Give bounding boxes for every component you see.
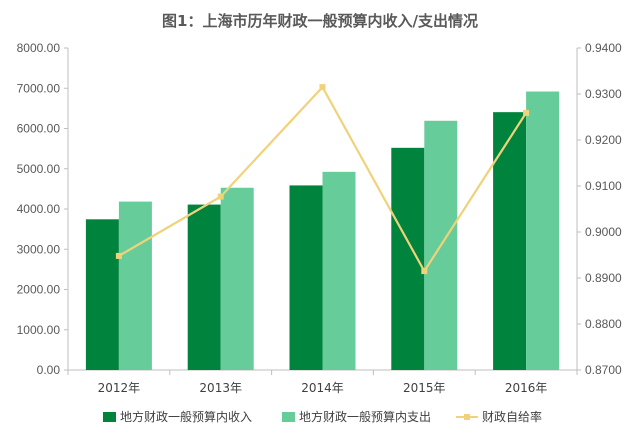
legend-swatch	[282, 412, 295, 422]
expenditure-bar	[322, 171, 356, 370]
ratio-point	[523, 109, 530, 116]
legend-label: 地方财政一般预算内收入	[120, 409, 252, 424]
y-left-tick-label: 1000.00	[17, 323, 61, 337]
income-bar	[289, 185, 323, 370]
y-right-tick-label: 0.9000	[585, 225, 622, 239]
x-tick-label: 2013年	[199, 381, 242, 395]
legend-label: 财政自给率	[482, 409, 542, 424]
plot-area: 0.00 1000.00 2000.00 3000.00 4000.00 5000.00 6…	[17, 41, 622, 395]
x-tick-label: 2015年	[403, 381, 446, 395]
ratio-point	[115, 252, 122, 259]
chart-title: 图1：上海市历年财政一般预算内收入/支出情况	[162, 12, 478, 30]
ratio-point	[217, 193, 224, 200]
expenditure-bar	[220, 187, 254, 370]
y-right-tick-label: 0.9200	[585, 133, 622, 147]
y-left-tick-label: 0.00	[37, 363, 61, 377]
ratio-point	[421, 268, 428, 275]
income-bar	[85, 219, 119, 370]
legend-item: 地方财政一般预算内支出	[282, 409, 431, 424]
ratio-point	[319, 84, 326, 91]
y-right-tick-label: 0.9100	[585, 179, 622, 193]
y-right-tick-label: 0.9300	[585, 87, 622, 101]
x-tick-label: 2012年	[98, 381, 141, 395]
y-right-tick-label: 0.8800	[585, 317, 622, 331]
y-right-tick-label: 0.8700	[585, 363, 622, 377]
y-left-tick-label: 5000.00	[17, 162, 61, 176]
y-right-tick-label: 0.9400	[585, 41, 622, 55]
income-bar	[187, 204, 221, 370]
y-left-tick-label: 3000.00	[17, 242, 61, 256]
y-left-tick-label: 2000.00	[17, 283, 61, 297]
legend-swatch	[103, 412, 116, 422]
income-bar	[493, 112, 527, 370]
x-tick-label: 2014年	[301, 381, 344, 395]
y-left-tick-label: 4000.00	[17, 202, 61, 216]
y-left-tick-label: 8000.00	[17, 41, 61, 55]
legend-label: 地方财政一般预算内支出	[299, 409, 431, 424]
legend-item: 财政自给率	[456, 409, 542, 424]
expenditure-bar	[526, 91, 560, 370]
x-tick-label: 2016年	[505, 381, 548, 395]
legend-swatch-marker	[464, 414, 470, 420]
expenditure-bar	[118, 201, 152, 370]
legend: 地方财政一般预算内收入 地方财政一般预算内支出 财政自给率	[103, 409, 542, 424]
y-left-tick-label: 6000.00	[17, 122, 61, 136]
y-left-tick-label: 7000.00	[17, 81, 61, 95]
legend-item: 地方财政一般预算内收入	[103, 409, 252, 424]
income-bar	[391, 147, 425, 370]
y-right-tick-label: 0.8900	[585, 271, 622, 285]
